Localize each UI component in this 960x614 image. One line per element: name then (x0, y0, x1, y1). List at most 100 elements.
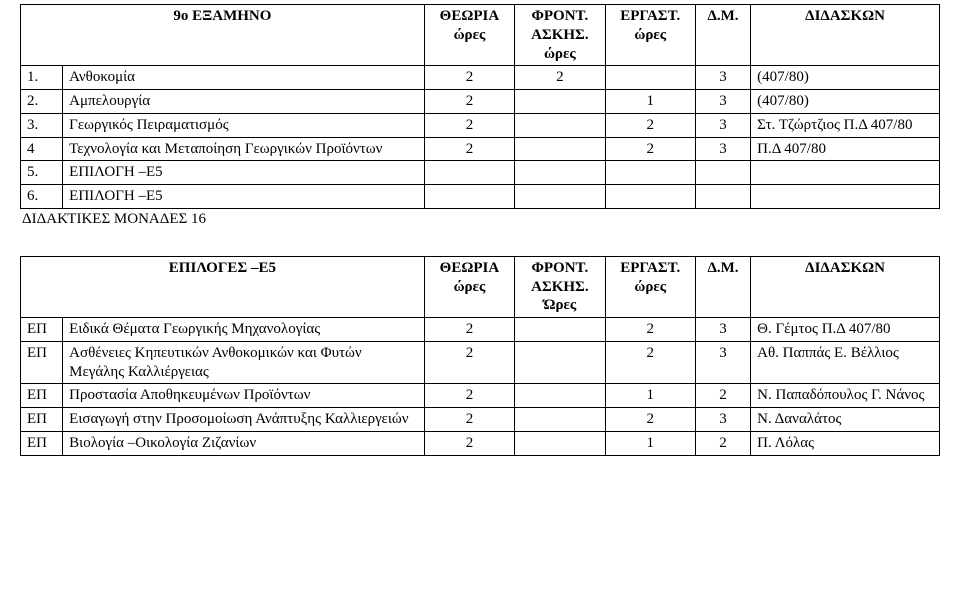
instructor: (407/80) (751, 90, 940, 114)
lab-hours: 1 (605, 384, 695, 408)
theory-hours: 2 (424, 318, 514, 342)
options-header: ΕΠΙΛΟΓΕΣ –Ε5 (21, 256, 425, 317)
table-row: 3. Γεωργικός Πειραματισμός 2 2 3 Στ. Τζώ… (21, 113, 940, 137)
row-index: 6. (21, 185, 63, 209)
subject: Εισαγωγή στην Προσομοίωση Ανάπτυξης Καλλ… (63, 408, 425, 432)
lab-header: ΕΡΓΑΣΤ. ώρες (605, 256, 695, 317)
front-hours (515, 318, 605, 342)
instructor: (407/80) (751, 66, 940, 90)
table-row: 5. ΕΠΙΛΟΓΗ –Ε5 (21, 161, 940, 185)
table-header-row: ΕΠΙΛΟΓΕΣ –Ε5 ΘΕΩΡΙΑ ώρες ΦΡΟΝΤ. ΑΣΚΗΣ. Ώ… (21, 256, 940, 317)
front-hours (515, 341, 605, 384)
options-e5-table: ΕΠΙΛΟΓΕΣ –Ε5 ΘΕΩΡΙΑ ώρες ΦΡΟΝΤ. ΑΣΚΗΣ. Ώ… (20, 256, 940, 456)
theory-hours (424, 185, 514, 209)
table-row: 1. Ανθοκομία 2 2 3 (407/80) (21, 66, 940, 90)
theory-hours: 2 (424, 137, 514, 161)
table-row: 6. ΕΠΙΛΟΓΗ –Ε5 (21, 185, 940, 209)
instructor (751, 161, 940, 185)
table-row: ΕΠ Ειδικά Θέματα Γεωργικής Μηχανολογίας … (21, 318, 940, 342)
subject: Τεχνολογία και Μεταποίηση Γεωργικών Προϊ… (63, 137, 425, 161)
lab-hours: 2 (605, 137, 695, 161)
subject: ΕΠΙΛΟΓΗ –Ε5 (63, 161, 425, 185)
row-index: ΕΠ (21, 408, 63, 432)
dm-value: 3 (695, 137, 750, 161)
row-index: ΕΠ (21, 318, 63, 342)
theory-hours: 2 (424, 90, 514, 114)
lab-hours: 1 (605, 90, 695, 114)
table-row: ΕΠ Εισαγωγή στην Προσομοίωση Ανάπτυξης Κ… (21, 408, 940, 432)
table-row: ΕΠ Προστασία Αποθηκευμένων Προϊόντων 2 1… (21, 384, 940, 408)
table-row: ΕΠ Ασθένειες Κηπευτικών Ανθοκομικών και … (21, 341, 940, 384)
theory-hours: 2 (424, 431, 514, 455)
subject: Ανθοκομία (63, 66, 425, 90)
dm-value: 2 (695, 431, 750, 455)
instructor: Ν. Παπαδόπουλος Γ. Νάνος (751, 384, 940, 408)
lab-hours (605, 161, 695, 185)
subject: Βιολογία –Οικολογία Ζιζανίων (63, 431, 425, 455)
front-header: ΦΡΟΝΤ. ΑΣΚΗΣ. ώρες (515, 5, 605, 66)
lab-hours: 2 (605, 113, 695, 137)
theory-header: ΘΕΩΡΙΑ ώρες (424, 5, 514, 66)
dm-value: 3 (695, 66, 750, 90)
front-hours (515, 90, 605, 114)
front-hours (515, 408, 605, 432)
subject: Ειδικά Θέματα Γεωργικής Μηχανολογίας (63, 318, 425, 342)
front-hours (515, 384, 605, 408)
subject: Ασθένειες Κηπευτικών Ανθοκομικών και Φυτ… (63, 341, 425, 384)
instructor: Θ. Γέμτος Π.Δ 407/80 (751, 318, 940, 342)
lab-hours (605, 66, 695, 90)
dm-value: 3 (695, 318, 750, 342)
row-index: 4 (21, 137, 63, 161)
front-hours: 2 (515, 66, 605, 90)
dm-value (695, 185, 750, 209)
theory-hours: 2 (424, 66, 514, 90)
table-row: ΕΠ Βιολογία –Οικολογία Ζιζανίων 2 1 2 Π.… (21, 431, 940, 455)
instructor: Αθ. Παππάς Ε. Βέλλιος (751, 341, 940, 384)
dm-value: 2 (695, 384, 750, 408)
theory-hours: 2 (424, 341, 514, 384)
semester-9-table: 9ο ΕΞΑΜΗΝΟ ΘΕΩΡΙΑ ώρες ΦΡΟΝΤ. ΑΣΚΗΣ. ώρε… (20, 4, 940, 209)
row-index: ΕΠ (21, 431, 63, 455)
subject: Αμπελουργία (63, 90, 425, 114)
row-index: ΕΠ (21, 384, 63, 408)
didactic-units-footer: ΔΙΔΑΚΤΙΚΕΣ ΜΟΝΑΔΕΣ 16 (20, 209, 940, 228)
subject: Γεωργικός Πειραματισμός (63, 113, 425, 137)
semester-header: 9ο ΕΞΑΜΗΝΟ (21, 5, 425, 66)
row-index: ΕΠ (21, 341, 63, 384)
dm-header: Δ.Μ. (695, 5, 750, 66)
lab-hours: 2 (605, 318, 695, 342)
row-index: 1. (21, 66, 63, 90)
lab-header: ΕΡΓΑΣΤ. ώρες (605, 5, 695, 66)
row-index: 2. (21, 90, 63, 114)
subject: Προστασία Αποθηκευμένων Προϊόντων (63, 384, 425, 408)
instructor: Π. Λόλας (751, 431, 940, 455)
instructor: Ν. Δαναλάτος (751, 408, 940, 432)
dm-header: Δ.Μ. (695, 256, 750, 317)
theory-hours: 2 (424, 113, 514, 137)
table-row: 4 Τεχνολογία και Μεταποίηση Γεωργικών Πρ… (21, 137, 940, 161)
table-header-row: 9ο ΕΞΑΜΗΝΟ ΘΕΩΡΙΑ ώρες ΦΡΟΝΤ. ΑΣΚΗΣ. ώρε… (21, 5, 940, 66)
front-hours (515, 185, 605, 209)
front-header: ΦΡΟΝΤ. ΑΣΚΗΣ. Ώρες (515, 256, 605, 317)
theory-hours (424, 161, 514, 185)
theory-hours: 2 (424, 384, 514, 408)
instructor (751, 185, 940, 209)
instructor: Π.Δ 407/80 (751, 137, 940, 161)
dm-value: 3 (695, 90, 750, 114)
dm-value: 3 (695, 408, 750, 432)
table-row: 2. Αμπελουργία 2 1 3 (407/80) (21, 90, 940, 114)
instructor-header: ΔΙΔΑΣΚΩΝ (751, 5, 940, 66)
front-hours (515, 137, 605, 161)
subject: ΕΠΙΛΟΓΗ –Ε5 (63, 185, 425, 209)
row-index: 5. (21, 161, 63, 185)
dm-value: 3 (695, 341, 750, 384)
front-hours (515, 161, 605, 185)
lab-hours: 1 (605, 431, 695, 455)
row-index: 3. (21, 113, 63, 137)
lab-hours (605, 185, 695, 209)
dm-value: 3 (695, 113, 750, 137)
theory-hours: 2 (424, 408, 514, 432)
instructor-header: ΔΙΔΑΣΚΩΝ (751, 256, 940, 317)
lab-hours: 2 (605, 408, 695, 432)
front-hours (515, 431, 605, 455)
